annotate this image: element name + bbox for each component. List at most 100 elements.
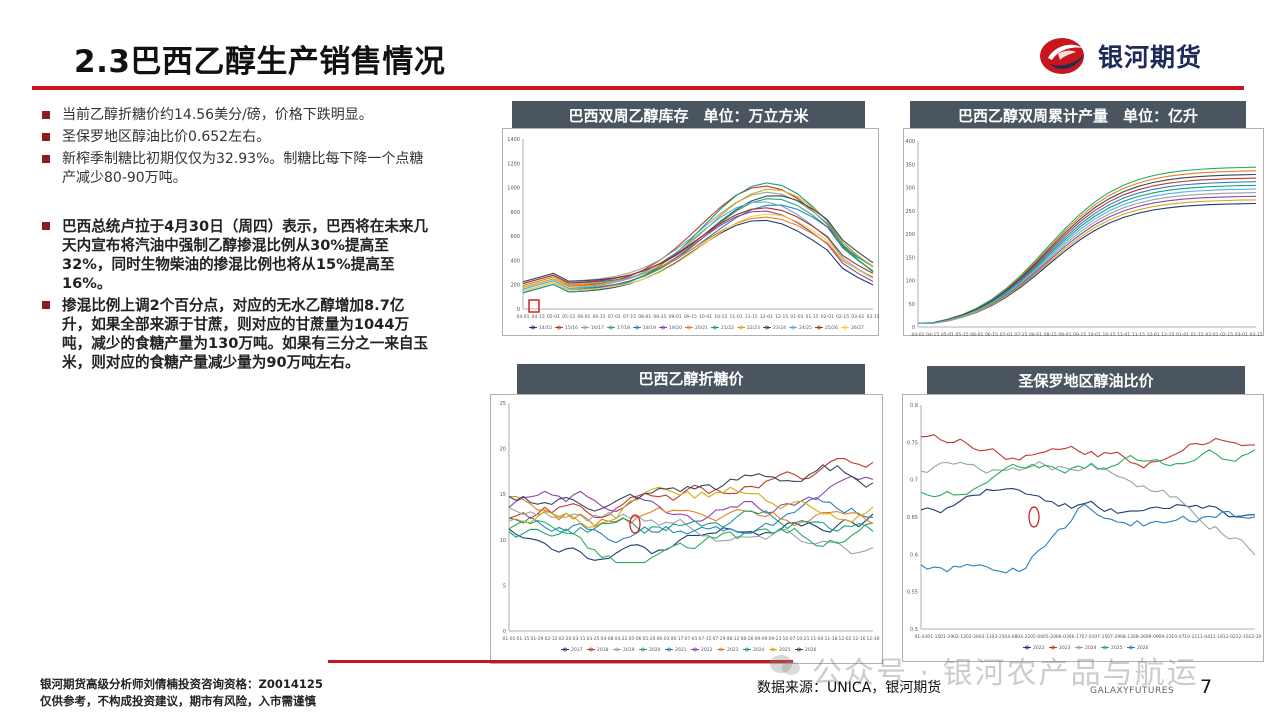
x-tick-label: 01-15 bbox=[927, 634, 940, 640]
legend-marker bbox=[1025, 645, 1029, 650]
x-tick-label: 09-01 bbox=[1058, 332, 1071, 337]
x-tick-label: 01-15 bbox=[806, 314, 819, 320]
x-tick-label: 04-15 bbox=[532, 314, 545, 320]
x-tick-label: 12-15 bbox=[1161, 332, 1174, 337]
x-tick-label: 11-15 bbox=[745, 314, 758, 320]
sugar-equivalent-chart-svg: 25 20 15 10 5 001-01 01-15 01-29 02-12 02-26 03-11… bbox=[500, 401, 880, 653]
series-line bbox=[522, 182, 874, 294]
y-tick-label: 0.65 bbox=[907, 515, 918, 521]
legend-label: 2021 bbox=[675, 647, 687, 653]
legend-label: 20/21 bbox=[695, 325, 708, 331]
y-tick-label: 15 bbox=[500, 492, 506, 498]
x-tick-label: 03-15 bbox=[1249, 332, 1262, 337]
x-tick-label: 07-01 bbox=[684, 636, 697, 642]
legend-label: 2020 bbox=[649, 647, 661, 653]
y-tick-label: 50 bbox=[909, 302, 915, 308]
legend-label: 2017 bbox=[571, 647, 583, 653]
legend-marker bbox=[687, 325, 691, 330]
bullet-ethanol-price: 当前乙醇折糖价约14.56美分/磅，价格下跌明显。 bbox=[40, 106, 432, 125]
legend-label: 18/19 bbox=[643, 325, 656, 331]
legend-label: 2019 bbox=[623, 647, 635, 653]
y-tick-label: 0.7 bbox=[910, 478, 918, 484]
highlight-marker bbox=[629, 514, 641, 534]
x-tick-label: 12-01 bbox=[1147, 332, 1160, 337]
x-tick-label: 10-21 bbox=[1184, 634, 1197, 640]
x-tick-label: 12-02 bbox=[1223, 634, 1236, 640]
inventory-chart-svg: 1400 1200 1000 800 600 400 200 004-01 04-15 05-01… bbox=[507, 137, 879, 331]
y-tick-label: 0 bbox=[503, 629, 506, 635]
series-line bbox=[918, 188, 1257, 324]
legend-label: 2024 bbox=[753, 647, 765, 653]
x-tick-label: 04-15 bbox=[926, 332, 939, 337]
x-tick-label: 11-15 bbox=[1132, 332, 1145, 337]
legend-marker bbox=[589, 647, 593, 652]
series-line bbox=[917, 173, 1257, 324]
x-tick-label: 01-01 bbox=[914, 634, 927, 640]
x-tick-label: 07-01 bbox=[1000, 332, 1013, 337]
y-tick-label: 1400 bbox=[507, 137, 520, 143]
series-line bbox=[917, 184, 1257, 324]
legend-label: 2023 bbox=[727, 647, 739, 653]
x-tick-label: 04-08 bbox=[1004, 634, 1017, 640]
x-tick-label: 10-07 bbox=[1171, 634, 1184, 640]
x-tick-label: 09-15 bbox=[684, 314, 697, 320]
series-line bbox=[508, 457, 874, 520]
legend-marker bbox=[531, 325, 535, 330]
x-tick-label: 04-01 bbox=[911, 332, 924, 337]
x-tick-label: 10-01 bbox=[699, 314, 712, 320]
page-number: 7 bbox=[1200, 676, 1213, 698]
y-tick-label: 200 bbox=[510, 283, 520, 289]
bullet-list: 当前乙醇折糖价约14.56美分/磅，价格下跌明显。 圣保罗地区醇油比价0.652… bbox=[40, 106, 432, 375]
series-line bbox=[918, 199, 1257, 324]
disclaimer-line-1: 银河期货高级分析师刘倩楠投资咨询资格：Z0014125 bbox=[40, 677, 323, 691]
legend-marker bbox=[843, 325, 847, 330]
y-tick-label: 0.55 bbox=[907, 590, 918, 596]
x-tick-label: 12-16 bbox=[852, 636, 865, 642]
legend-label: 2022 bbox=[701, 647, 713, 653]
ethanol-gas-ratio-chart-svg: 0.80.750.70.650.60.550.501-01 01-15 01-29 0… bbox=[907, 403, 1262, 651]
x-tick-label: 11-04 bbox=[1197, 634, 1210, 640]
x-tick-label: 03-11 bbox=[979, 634, 992, 640]
x-tick-label: 08-01 bbox=[638, 314, 651, 320]
x-tick-label: 09-23 bbox=[768, 636, 781, 642]
x-tick-label: 11-18 bbox=[824, 636, 837, 642]
y-tick-label: 1000 bbox=[507, 186, 520, 192]
y-tick-label: 600 bbox=[510, 234, 520, 240]
series-line bbox=[918, 195, 1257, 324]
logo-text: 银河期货 bbox=[1098, 43, 1203, 72]
x-tick-label: 12-16 bbox=[1236, 634, 1249, 640]
legend-label: 15/16 bbox=[565, 325, 578, 331]
series-line bbox=[508, 513, 874, 561]
legend-label: 2025 bbox=[1111, 645, 1123, 651]
series-line bbox=[508, 486, 874, 528]
x-tick-label: 09-09 bbox=[1146, 634, 1159, 640]
x-tick-label: 01-29 bbox=[530, 636, 543, 642]
x-tick-label: 11-01 bbox=[1117, 332, 1130, 337]
x-tick-label: 10-01 bbox=[1088, 332, 1101, 337]
wechat-icon bbox=[770, 655, 800, 675]
legend-label: 2026 bbox=[805, 647, 817, 653]
x-tick-label: 10-15 bbox=[714, 314, 727, 320]
legend-marker bbox=[1051, 645, 1055, 650]
x-tick-label: 03-15 bbox=[866, 314, 879, 320]
x-tick-label: 11-01 bbox=[730, 314, 743, 320]
series-line bbox=[508, 510, 874, 538]
series-line bbox=[920, 460, 1256, 556]
legend-marker bbox=[771, 647, 775, 652]
x-tick-label: 11-04 bbox=[810, 636, 823, 642]
x-tick-label: 08-26 bbox=[740, 636, 753, 642]
series-line bbox=[522, 213, 874, 292]
bullet-blend-policy: 巴西总统卢拉于4月30日（周四）表示，巴西将在未来几天内宣布将汽油中强制乙醇掺混… bbox=[40, 217, 432, 293]
y-tick-label: 0 bbox=[517, 307, 520, 313]
y-tick-label: 0.6 bbox=[910, 552, 918, 558]
legend-marker bbox=[583, 325, 587, 330]
series-line bbox=[522, 210, 874, 292]
x-tick-label: 08-26 bbox=[1133, 634, 1146, 640]
legend-marker bbox=[661, 325, 665, 330]
series-line bbox=[920, 449, 1256, 498]
x-tick-label: 05-20 bbox=[1043, 634, 1056, 640]
disclaimer: 银河期货高级分析师刘倩楠投资咨询资格：Z0014125 仅供参考，不构成投资建议… bbox=[40, 676, 323, 710]
legend-marker bbox=[745, 647, 749, 652]
legend-marker bbox=[667, 647, 671, 652]
